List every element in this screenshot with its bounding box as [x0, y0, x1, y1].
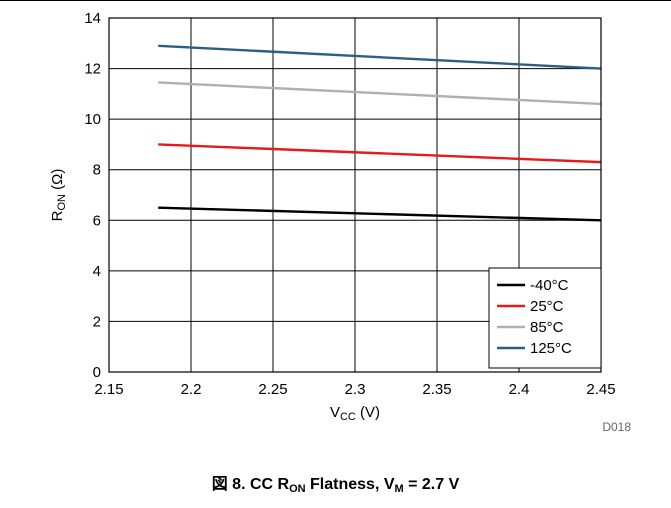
y-axis-label: RON (Ω) [49, 169, 68, 222]
x-tick-label: 2.45 [586, 381, 615, 398]
y-tick-label: 10 [84, 111, 101, 128]
y-tick-label: 4 [93, 263, 101, 280]
chart: 2.15 2.2 2.25 2.3 2.35 2.4 2.45 0 2 4 6 8 10 12 14 VC… [49, 10, 631, 434]
x-tick-label: 2.3 [345, 381, 366, 398]
y-tick-label: 14 [84, 10, 101, 27]
y-tick-labels: 0 2 4 6 8 10 12 14 [84, 10, 101, 381]
legend-label: 125°C [530, 340, 572, 357]
x-tick-label: 2.15 [94, 381, 123, 398]
series-lines [158, 44, 602, 222]
x-tick-label: 2.25 [258, 381, 287, 398]
series-line [158, 143, 602, 164]
y-tick-label: 2 [93, 313, 101, 330]
y-tick-label: 12 [84, 61, 101, 78]
series-line [158, 44, 602, 70]
y-tick-label: 8 [93, 162, 101, 179]
series-line [158, 81, 602, 106]
series-line [158, 206, 602, 222]
y-tick-label: 6 [93, 212, 101, 229]
legend-label: 25°C [530, 298, 564, 315]
x-tick-labels: 2.15 2.2 2.25 2.3 2.35 2.4 2.45 [94, 381, 615, 398]
y-tick-label: 0 [93, 364, 101, 381]
x-tick-label: 2.2 [181, 381, 202, 398]
legend-label: 85°C [530, 319, 564, 336]
x-axis-label: VCC (V) [330, 404, 380, 423]
top-rule [0, 0, 671, 1]
x-tick-label: 2.35 [422, 381, 451, 398]
x-tick-label: 2.4 [509, 381, 530, 398]
legend: -40°C 25°C 85°C 125°C [488, 267, 602, 369]
plot-frame [108, 17, 602, 373]
figure-caption: 図 8. CC RON Flatness, VM = 2.7 V [211, 476, 460, 495]
legend-label: -40°C [530, 277, 569, 294]
figure-id-label: D018 [602, 420, 631, 434]
